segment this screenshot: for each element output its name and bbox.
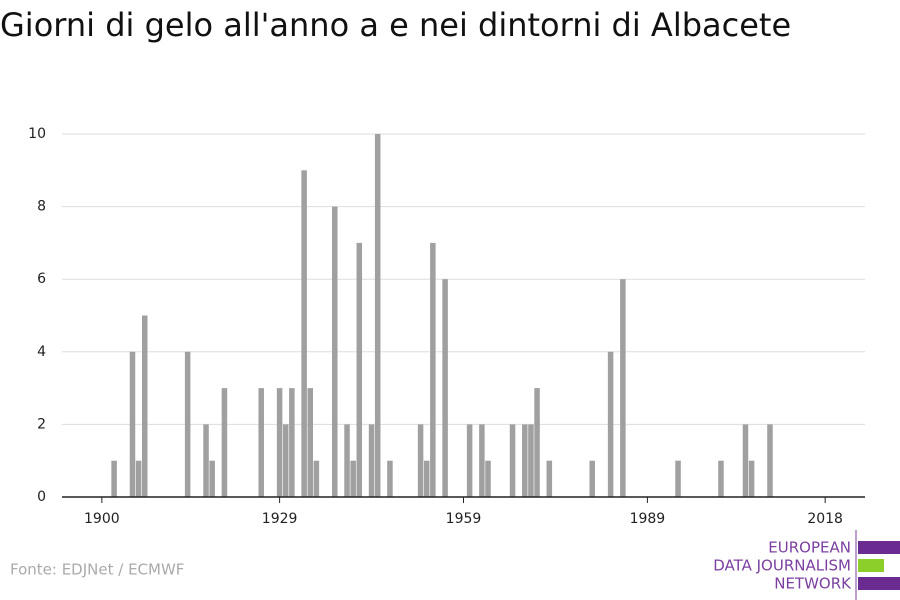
bar (546, 460, 553, 497)
bar (313, 460, 320, 497)
bar (184, 351, 191, 497)
bar (767, 424, 773, 497)
bar (417, 424, 424, 497)
x-tick-label: 1900 (84, 511, 120, 527)
bar (129, 351, 136, 497)
bar (423, 460, 430, 497)
bar (368, 424, 375, 497)
bar (466, 424, 473, 497)
bar (534, 388, 540, 497)
y-tick-label: 8 (37, 199, 46, 215)
logo: EUROPEAN DATA JOURNALISM NETWORK (713, 530, 900, 600)
source: Fonte: EDJNet / ECMWF (10, 561, 184, 579)
bar (607, 351, 614, 497)
bar (350, 460, 356, 497)
bar (344, 424, 350, 497)
logo-bar (858, 559, 884, 572)
bar (522, 424, 528, 497)
bar (301, 170, 307, 498)
bar (742, 424, 749, 497)
logo-bar (858, 577, 900, 590)
bar (479, 424, 485, 497)
bar (528, 424, 534, 497)
bar (282, 424, 289, 497)
bar (589, 460, 595, 497)
bar (356, 242, 363, 497)
bar (111, 460, 117, 497)
logo-text: DATA JOURNALISM (713, 557, 851, 575)
chart-title: Giorni di gelo all'anno a e nei dintorni… (0, 6, 791, 44)
bar (374, 134, 381, 497)
x-tick-label: 2018 (807, 511, 843, 527)
y-tick-label: 0 (37, 489, 46, 505)
x-tick-label: 1959 (446, 511, 482, 527)
y-tick-label: 2 (37, 416, 46, 432)
logo-text: EUROPEAN (768, 539, 851, 557)
x-tick-label: 1989 (630, 511, 666, 527)
bar (620, 279, 626, 497)
bar (748, 460, 755, 497)
x-tick-label: 1929 (262, 511, 298, 527)
bar (430, 242, 436, 497)
bar (276, 388, 283, 497)
bar (258, 388, 264, 497)
bar (289, 388, 295, 497)
bar (141, 315, 148, 497)
bar (135, 460, 142, 497)
bar (203, 424, 209, 497)
bar (209, 460, 215, 497)
bar (485, 460, 491, 497)
bar (509, 424, 516, 497)
bar (332, 206, 338, 497)
bar (718, 460, 724, 497)
bar (675, 460, 681, 497)
bar (387, 460, 393, 497)
y-tick-label: 4 (37, 344, 46, 360)
logo-text: NETWORK (774, 575, 852, 593)
bar (307, 388, 314, 497)
y-tick-label: 6 (37, 271, 46, 287)
logo-bar (858, 541, 900, 554)
y-tick-label: 10 (28, 126, 46, 142)
bar (442, 279, 448, 497)
bar (221, 388, 228, 497)
